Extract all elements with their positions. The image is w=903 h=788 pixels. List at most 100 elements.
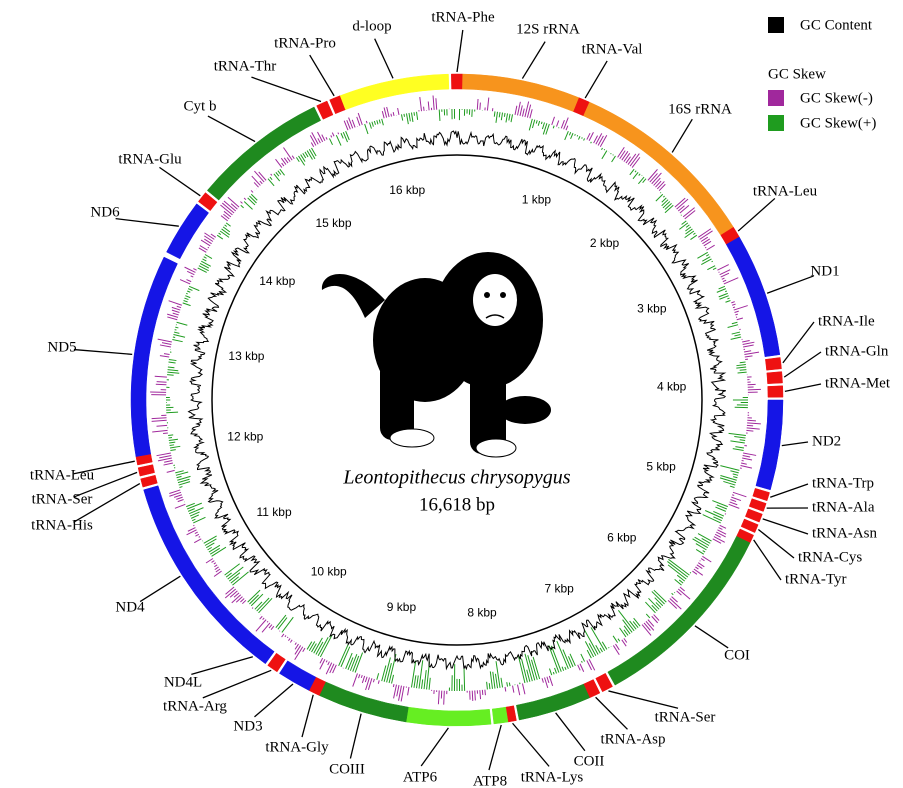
skew-bar (202, 259, 206, 261)
skew-bar (320, 659, 325, 669)
skew-bar (173, 335, 185, 338)
skew-bar (318, 637, 328, 656)
skew-bar (600, 135, 607, 146)
skew-bar (719, 528, 723, 530)
leader-line (310, 55, 334, 96)
skew-bar (387, 663, 392, 682)
skew-bar (681, 215, 682, 216)
skew-bar (686, 225, 689, 227)
leader-line (672, 119, 692, 152)
skew-bar (215, 567, 219, 570)
skew-bar (747, 420, 756, 421)
skew-bar (725, 291, 727, 292)
skew-bar (193, 525, 194, 526)
skew-bar (409, 113, 410, 121)
skew-bar (157, 382, 167, 383)
leader-line (695, 626, 728, 648)
leader-line (116, 219, 179, 227)
skew-bar (414, 112, 415, 115)
leader-line (208, 116, 255, 142)
skew-bar (214, 571, 222, 576)
skew-bar (299, 156, 305, 165)
skew-bar (226, 223, 230, 226)
gc-content-track (189, 131, 726, 669)
skew-bar (309, 641, 314, 650)
skew-bar (214, 565, 217, 567)
skew-bar (717, 265, 728, 271)
skew-bar (551, 646, 561, 672)
skew-bar (214, 563, 216, 564)
skew-bar (162, 343, 171, 345)
gene-arc (749, 499, 766, 512)
skew-bar (216, 569, 220, 572)
skew-bar (210, 548, 220, 554)
skew-bar (735, 311, 739, 312)
skew-bar (174, 495, 182, 498)
skew-bar (746, 430, 753, 431)
skew-bar (305, 152, 308, 157)
scale-label: 2 kbp (590, 236, 620, 250)
gene-label: tRNA-Ser (32, 491, 93, 507)
skew-bar (290, 640, 292, 643)
skew-bar (276, 159, 282, 167)
skew-bar (318, 138, 321, 143)
gene-label: tRNA-Arg (163, 698, 227, 714)
scale-label: 6 kbp (607, 530, 637, 544)
leader-line (159, 167, 200, 195)
scale-label: 1 kbp (522, 192, 552, 206)
skew-bar (295, 643, 296, 645)
skew-bar (417, 675, 419, 688)
skew-bar (164, 354, 170, 355)
skew-bar (578, 665, 581, 670)
leader-line (596, 697, 628, 729)
skew-bar (282, 163, 284, 166)
skew-bar (428, 102, 429, 111)
skew-bar (436, 98, 437, 109)
skew-bar (496, 112, 498, 123)
skew-bar (252, 608, 253, 609)
skew-bar (487, 682, 488, 690)
skew-bar (720, 466, 739, 471)
skew-bar (310, 135, 316, 145)
skew-bar (733, 477, 737, 478)
leader-line (738, 198, 775, 231)
skew-bar (168, 370, 179, 371)
skew-bar (173, 313, 179, 315)
gene-label: tRNA-His (31, 517, 93, 533)
skew-bar (501, 113, 502, 121)
skew-bar (549, 669, 551, 676)
skew-bar (244, 198, 246, 200)
gene-label: tRNA-Pro (274, 35, 336, 51)
skew-bar (464, 667, 465, 691)
scale-label: 16 kbp (389, 183, 425, 197)
skew-bar (679, 580, 683, 583)
skew-bar (193, 269, 196, 271)
gene-label: ND4L (164, 674, 202, 690)
gene-arc (765, 357, 781, 370)
skew-bar (195, 534, 198, 536)
skew-bar (199, 537, 200, 538)
skew-bar (587, 133, 590, 139)
gene-label: COII (574, 753, 605, 769)
skew-bar (602, 151, 607, 159)
gene-label: tRNA-Ile (818, 313, 875, 329)
skew-bar (740, 370, 747, 371)
skew-bar (706, 255, 709, 257)
gene-label: tRNA-Gln (825, 343, 889, 359)
skew-bar (369, 122, 371, 128)
skew-bar (499, 112, 500, 117)
skew-bar (174, 332, 179, 333)
skew-bar (732, 332, 740, 334)
skew-bar (417, 112, 418, 120)
skew-bar (226, 587, 235, 594)
skew-bar (193, 517, 205, 523)
skew-bar (703, 551, 705, 552)
skew-bar (620, 151, 625, 159)
skew-bar (730, 471, 738, 473)
skew-bar (424, 670, 426, 689)
skew-bar (317, 132, 322, 142)
skew-bar (331, 135, 332, 137)
skew-bar (240, 202, 242, 204)
skew-bar (177, 306, 181, 307)
skew-bar (741, 465, 752, 468)
